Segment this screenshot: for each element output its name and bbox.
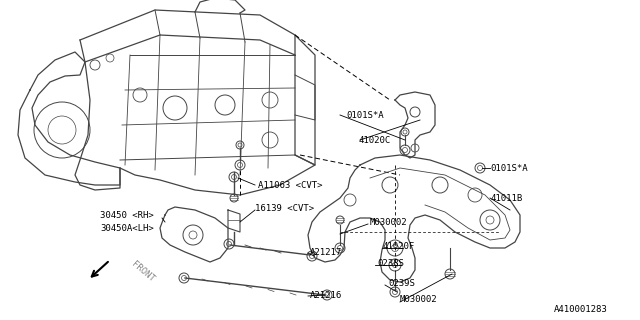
Text: M030002: M030002: [400, 295, 438, 305]
Text: 0101S*A: 0101S*A: [346, 110, 383, 119]
Text: A410001283: A410001283: [554, 306, 608, 315]
Text: 16139 <CVT>: 16139 <CVT>: [255, 204, 314, 212]
Text: FRONT: FRONT: [130, 260, 156, 284]
Text: 30450 <RH>: 30450 <RH>: [100, 211, 154, 220]
Text: 41020C: 41020C: [358, 135, 390, 145]
Text: A11063 <CVT>: A11063 <CVT>: [258, 180, 323, 189]
Text: 41020F: 41020F: [382, 242, 414, 251]
Text: M030002: M030002: [370, 218, 408, 227]
Text: 30450A<LH>: 30450A<LH>: [100, 223, 154, 233]
Text: 41011B: 41011B: [490, 194, 522, 203]
Text: A21216: A21216: [310, 292, 342, 300]
Text: 0101S*A: 0101S*A: [490, 164, 527, 172]
Text: 0238S: 0238S: [377, 259, 404, 268]
Text: 0239S: 0239S: [388, 279, 415, 289]
Text: A21217: A21217: [310, 247, 342, 257]
